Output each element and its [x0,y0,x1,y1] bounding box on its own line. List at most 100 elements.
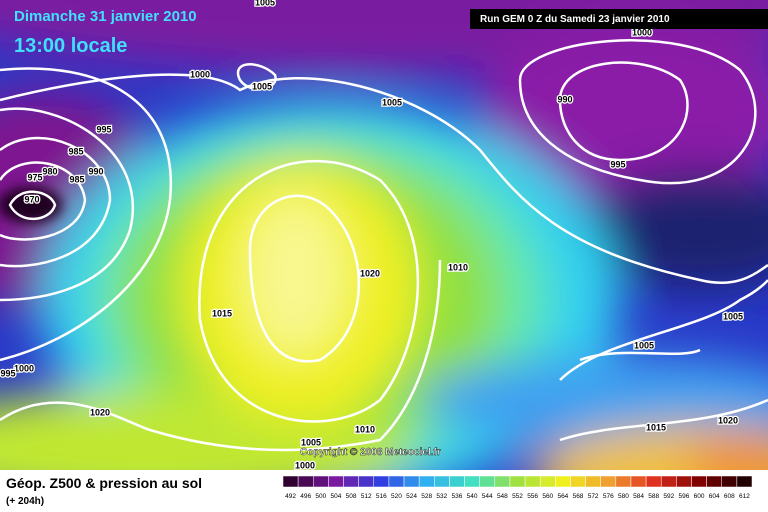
isobar-label: 980 [42,166,57,176]
scale-label: 512 [361,493,372,500]
scale-swatch [479,475,496,488]
scale-swatch [706,475,722,488]
scale-label: 516 [376,493,387,500]
run-info: Run GEM 0 Z du Samedi 23 janvier 2010 [480,14,670,25]
scale-label: 584 [633,493,644,500]
scale-label: 576 [603,493,614,500]
scale-swatch [464,475,480,488]
scale-label: 568 [573,493,584,500]
isobar-label: 1005 [634,340,654,350]
isobar-label: 990 [557,94,572,104]
scale-swatch [524,475,541,488]
scale-label: 496 [300,493,311,500]
scale-label: 604 [709,493,720,500]
footer-title: Géop. Z500 & pression au sol [6,475,202,491]
scale-label: 508 [346,493,357,500]
isobar-labels: 1005 1000 1000 1005 1005 995 990 985 980 990 975 98… [0,0,744,472]
scale-swatch [539,475,556,488]
scale-label: 536 [452,493,463,500]
scale-label: 532 [436,493,447,500]
isobar-label: 1005 [301,437,321,447]
isobar-label: 995 [96,124,111,134]
scale-swatch [585,475,601,488]
scale-label: 572 [588,493,599,500]
scale-label: 492 [285,493,296,500]
isobar-label: 1000 [632,27,652,37]
isobar-label: 1010 [355,424,375,434]
scale-swatch [388,475,405,488]
map-title: Dimanche 31 janvier 2010 [14,8,197,25]
scale-label: 600 [694,493,705,500]
scale-label: 500 [315,493,326,500]
scale-label: 552 [512,493,523,500]
scale-label: 528 [421,493,432,500]
scale-swatch [645,475,662,488]
scale-label: 596 [678,493,689,500]
scale-swatch [630,475,647,488]
isobar-label: 985 [69,174,84,184]
run-box [470,9,768,29]
scale-swatch [358,475,375,488]
isobar-label: 990 [88,166,103,176]
scale-swatch [570,475,586,488]
scale-label: 564 [557,493,568,500]
isobar-label: 995 [0,368,15,378]
isobar-label: 1020 [718,415,738,425]
scale-label: 504 [331,493,342,500]
scale-swatch [282,475,299,488]
isobars [0,39,768,452]
scale-label: 520 [391,493,402,500]
scale-swatch [721,475,738,488]
scale-label: 612 [739,493,750,500]
scale-swatch [313,475,329,488]
color-scale: 492 496 500 504 508 512 516 520 524 528 532 536 540 5… [282,475,753,500]
isobar-label: 1020 [90,407,110,417]
isobar-label: 1020 [360,268,380,278]
isobar-label: 975 [27,172,42,182]
isobar-label: 1000 [295,460,315,470]
scale-swatch [297,475,314,488]
isobar-label: 1005 [723,311,743,321]
isobar-label: 1000 [14,363,34,373]
scale-label: 580 [618,493,629,500]
isobar-label: 1015 [646,422,666,432]
scale-swatch [418,475,435,488]
scale-swatch [600,475,617,488]
scale-label: 588 [648,493,659,500]
scale-label: 608 [724,493,735,500]
scale-swatch [736,475,753,488]
scale-swatch [691,475,707,488]
scale-label: 544 [482,493,493,500]
isobar-label: 1005 [255,0,275,7]
isobar-label: 1005 [382,97,402,107]
scale-label: 560 [542,493,553,500]
map-time: 13:00 locale [14,35,127,57]
isobar-label: 1015 [212,308,232,318]
isobar-label: 1000 [190,69,210,79]
scale-swatch [328,475,344,488]
scale-swatch [449,475,465,488]
scale-label: 524 [406,493,417,500]
scale-swatch [676,475,692,488]
copyright: Copyright © 2008 Meteociel.fr [300,447,441,458]
isobar-label: 1010 [448,262,468,272]
isobar-label: 995 [610,159,625,169]
scale-label: 548 [497,493,508,500]
scale-swatch [615,475,632,488]
scale-swatch [660,475,677,488]
isobar-label: 970 [24,194,39,204]
scale-label: 592 [663,493,674,500]
footer-lead: (+ 204h) [6,496,44,507]
scale-swatch [494,475,511,488]
scale-swatch [555,475,571,488]
scale-swatch [434,475,450,488]
scale-label: 540 [467,493,478,500]
scale-swatch [509,475,526,488]
isobar-label: 1005 [252,81,272,91]
scale-swatch [343,475,359,488]
scale-label: 556 [527,493,538,500]
scale-swatch [403,475,420,488]
